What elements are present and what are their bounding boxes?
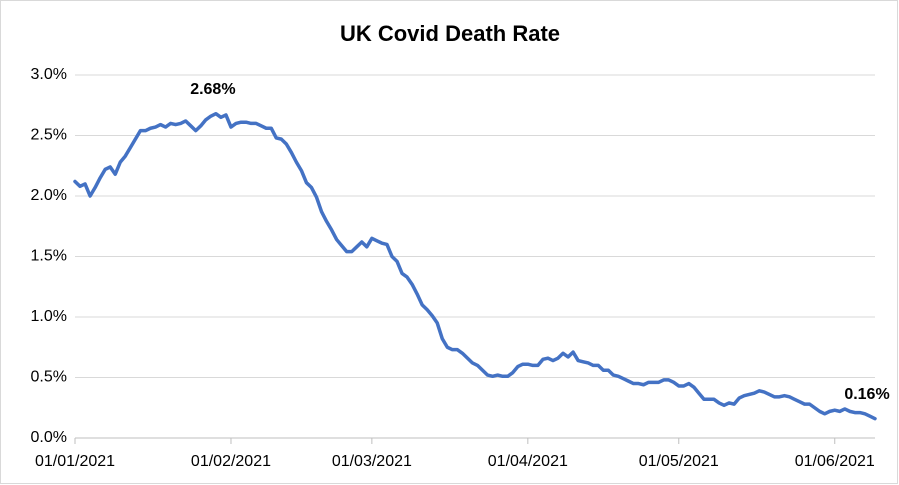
x-tick-label: 01/02/2021 — [191, 453, 271, 470]
y-tick-label: 0.5% — [31, 369, 67, 386]
data-label: 0.16% — [844, 386, 889, 403]
data-label: 2.68% — [190, 81, 235, 98]
x-tick-label: 01/06/2021 — [795, 453, 875, 470]
chart-title: UK Covid Death Rate — [340, 21, 560, 46]
x-tick-label: 01/03/2021 — [332, 453, 412, 470]
y-tick-label: 2.5% — [31, 127, 67, 144]
y-tick-label: 2.0% — [31, 187, 67, 204]
x-tick-label: 01/01/2021 — [35, 453, 115, 470]
data-line — [73, 111, 877, 421]
y-tick-label: 1.5% — [31, 248, 67, 265]
x-tick-label: 01/04/2021 — [488, 453, 568, 470]
y-tick-label: 0.0% — [31, 429, 67, 446]
y-tick-label: 3.0% — [31, 66, 67, 83]
y-tick-label: 1.0% — [31, 308, 67, 325]
x-tick-label: 01/05/2021 — [639, 453, 719, 470]
